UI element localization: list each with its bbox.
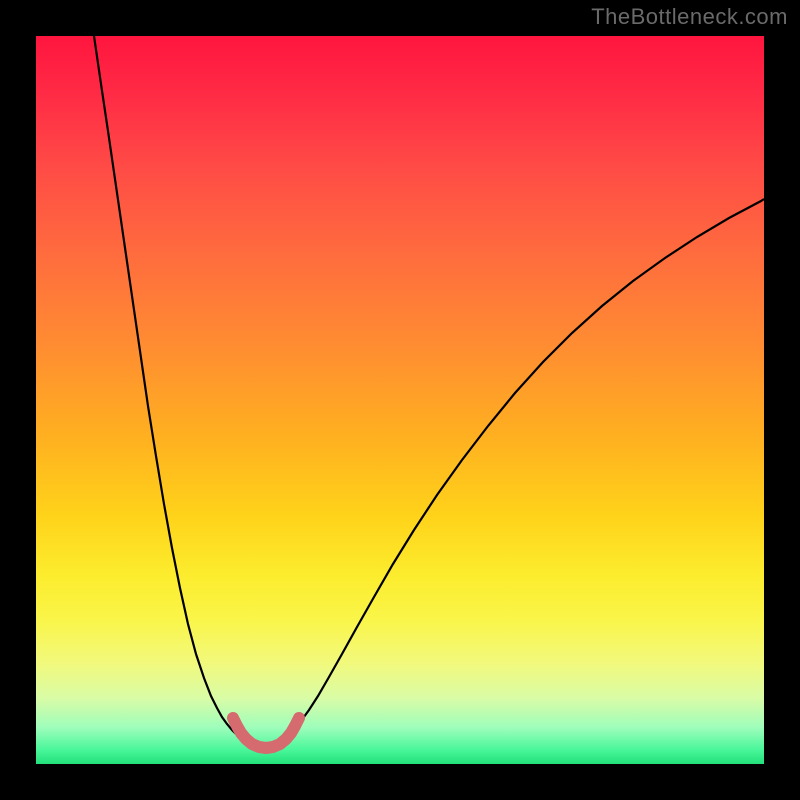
bottleneck-curve-right — [288, 199, 764, 735]
curve-layer — [36, 36, 764, 764]
minimum-highlight-band — [233, 718, 299, 748]
bottleneck-curve-left — [94, 36, 237, 735]
plot-area — [36, 36, 764, 764]
watermark-text: TheBottleneck.com — [591, 4, 788, 30]
